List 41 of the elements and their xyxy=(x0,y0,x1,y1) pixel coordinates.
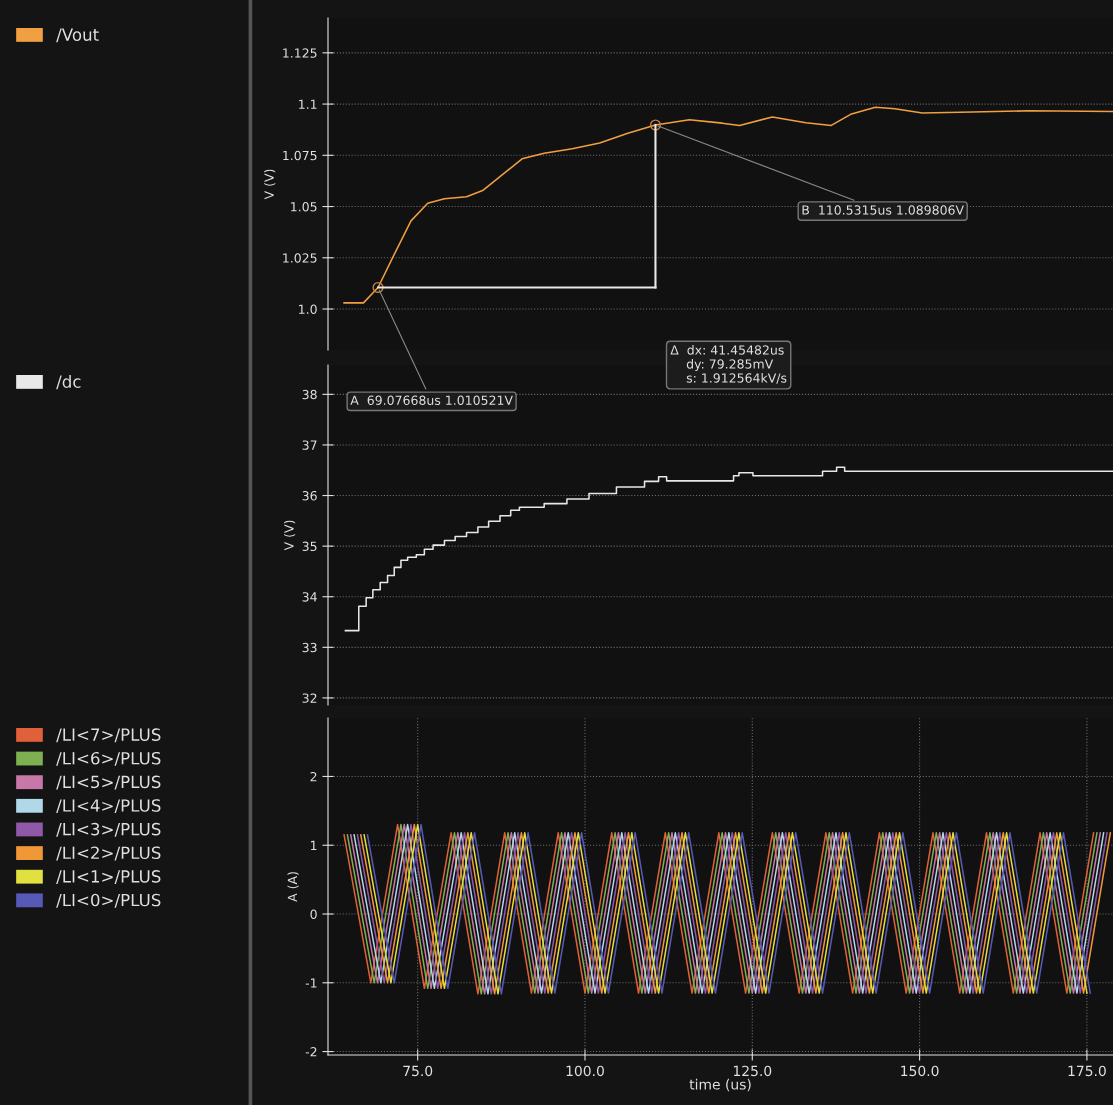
y-tick-label: -1 xyxy=(305,978,317,988)
y-tick-label: 1.025 xyxy=(283,253,317,263)
x-tick-label: 125.0 xyxy=(733,1065,772,1077)
legend-label: /LI<4>/PLUS xyxy=(56,799,161,814)
y-tick-label: 32 xyxy=(302,693,317,703)
line-series xyxy=(343,106,1113,304)
annotation: A 69.07668us 1.010521V xyxy=(350,395,513,405)
y-axis-title: V (V) xyxy=(264,169,276,200)
y-axis-title: V (V) xyxy=(284,520,296,551)
annotation: B 110.5315us 1.089806V xyxy=(802,205,964,215)
x-tick-label: 175.0 xyxy=(1068,1065,1106,1077)
y-tick-label: 1.0 xyxy=(299,304,317,314)
x-tick-label: 150.0 xyxy=(901,1065,939,1077)
y-tick-label: 1.1 xyxy=(299,99,317,109)
y-tick-label: 1.05 xyxy=(291,202,317,212)
y-tick-label: 0 xyxy=(310,909,317,919)
legend-label: /LI<0>/PLUS xyxy=(56,893,161,908)
legend-label: /LI<3>/PLUS xyxy=(56,822,161,837)
y-tick-label: 2 xyxy=(310,771,317,782)
y-tick-label: 35 xyxy=(302,541,317,552)
legend-label: /dc xyxy=(56,375,81,390)
y-axis-title: A (A) xyxy=(287,872,299,902)
x-tick-label: 75.0 xyxy=(403,1065,433,1077)
y-tick-label: 36 xyxy=(302,491,317,501)
y-tick-label: 33 xyxy=(302,642,317,653)
y-tick-label: 1.075 xyxy=(283,150,317,161)
y-tick-label: 34 xyxy=(302,592,317,602)
legend-label: /LI<5>/PLUS xyxy=(56,775,161,790)
legend-label: /LI<1>/PLUS xyxy=(56,870,161,885)
legend-label: /LI<2>/PLUS xyxy=(56,846,161,861)
y-tick-label: -2 xyxy=(305,1047,317,1057)
annotation: Δ dx: 41.45482us dy: 79.285mV s: 1.912564kV/s xyxy=(670,345,787,384)
y-tick-label: 38 xyxy=(302,389,317,400)
legend-label: /LI<7>/PLUS xyxy=(56,728,161,743)
legend-label: /Vout xyxy=(56,28,99,43)
y-tick-label: 1.125 xyxy=(283,48,317,58)
x-axis-title: time (us) xyxy=(689,1078,751,1092)
legend-label: /LI<6>/PLUS xyxy=(56,751,161,766)
y-tick-label: 1 xyxy=(311,840,317,850)
y-tick-label: 37 xyxy=(302,440,317,450)
x-tick-label: 100.0 xyxy=(566,1065,604,1077)
